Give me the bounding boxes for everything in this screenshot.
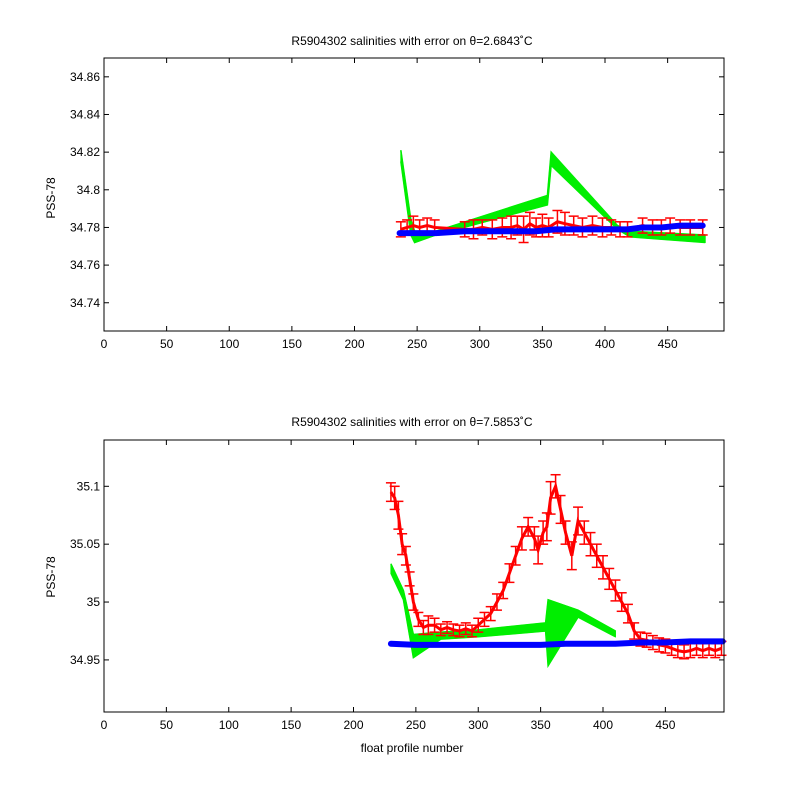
plot-top-ytick-label: 34.74: [70, 296, 100, 310]
plot-top-xtick-label: 450: [658, 337, 678, 351]
plot-bottom-xtick-label: 400: [593, 718, 613, 732]
plot-bottom-error-bar: [393, 500, 404, 530]
plot-top-ticks: 0 50 100 150 200 250 300 350 400 450 34.74 34.76 34.…: [70, 58, 724, 351]
plot-top-xtick-label: 200: [344, 337, 364, 351]
plot-bottom-error-bar: [523, 516, 534, 537]
plot-bottom-xtick-label: 250: [406, 718, 426, 732]
plot-top-ytick-label: 34.76: [70, 258, 100, 272]
plot-top-ylabel: PSS-78: [44, 177, 58, 219]
plot-top-ytick-label: 34.78: [70, 220, 100, 234]
plot-bottom-error-bar: [629, 622, 640, 640]
plot-top-fit-lower-line: [400, 161, 706, 244]
plot-bottom-error-bar: [454, 624, 465, 638]
plot-top-ytick-label: 34.84: [70, 107, 100, 121]
plot-bottom-error-bar: [579, 520, 590, 545]
plot-bottom-xtick-label: 350: [531, 718, 551, 732]
plot-top-xtick-label: 100: [219, 337, 239, 351]
plot-top-ytick-label: 34.8: [77, 183, 101, 197]
plot-bottom-error-bar: [616, 592, 627, 613]
plot-bottom-xtick-label: 100: [219, 718, 239, 732]
plot-bottom-title: R5904302 salinities with error on θ=7.58…: [291, 415, 532, 429]
plot-top-xtick-label: 0: [101, 337, 108, 351]
plot-bottom-error-bar: [491, 593, 502, 611]
plot-bottom-error-bar: [479, 611, 490, 628]
plot-bottom-calibrated-line: [387, 638, 726, 648]
plot-top-ytick-label: 34.82: [70, 145, 100, 159]
plot-bottom-ytick-label: 35.1: [77, 479, 101, 493]
plot-bottom-error-bar: [408, 593, 419, 611]
plot-bottom-error-bar: [516, 526, 527, 551]
plot-bottom-xtick-label: 300: [468, 718, 488, 732]
plot-bottom-error-bar: [413, 611, 424, 628]
plot-bottom-error-bar: [429, 617, 440, 633]
plot-bottom-marks: [385, 473, 727, 669]
plot-bottom-error-bar: [597, 554, 608, 580]
plot-bottom-error-bar: [591, 543, 602, 569]
plot-top-xtick-label: 250: [407, 337, 427, 351]
plot-bottom-error-bar: [400, 545, 411, 566]
plot-top-marks: [395, 150, 708, 244]
plot-bottom-error-bar: [435, 623, 446, 637]
plot-top-xtick-label: 50: [160, 337, 174, 351]
plot-bottom-ytick-label: 35.05: [70, 537, 100, 551]
plot-bottom-error-bar: [585, 531, 596, 557]
plot-bottom-error-bar: [448, 623, 459, 637]
plot-bottom-xlabel: float profile number: [361, 741, 464, 755]
plot-bottom-xtick-label: 50: [160, 718, 174, 732]
plot-top-calibrated-line: [396, 222, 706, 237]
plot-bottom-frame: [103, 439, 725, 713]
plot-top-frame: [103, 57, 725, 332]
plot-bottom-xtick-label: 200: [343, 718, 363, 732]
plot-bottom-error-bar: [442, 620, 453, 635]
plot-bottom-error-bar: [560, 520, 571, 545]
plot-bottom-error-bar: [473, 617, 484, 633]
plot-bottom-error-bar: [610, 579, 621, 602]
plot-bottom-error-bar: [460, 622, 471, 636]
plot-top-xtick-label: 400: [595, 337, 615, 351]
plot-bottom-error-bar: [533, 535, 544, 565]
plot-bottom: R5904302 salinities with error on θ=7.58…: [44, 415, 727, 755]
plot-bottom-ytick-label: 34.95: [70, 653, 100, 667]
plot-bottom-ytick-label: 35: [87, 595, 101, 609]
plot-bottom-error-bar: [679, 644, 690, 660]
plot-bottom-error-bar: [467, 624, 478, 638]
plot-bottom-error-bar: [404, 571, 415, 587]
plot-top-title: R5904302 salinities with error on θ=2.68…: [291, 34, 532, 48]
plot-top-xtick-label: 300: [470, 337, 490, 351]
plot-bottom-xtick-label: 150: [281, 718, 301, 732]
plot-bottom-error-bar: [555, 494, 566, 525]
plot-top-xtick-label: 350: [532, 337, 552, 351]
plot-bottom-fit-lower-line: [390, 572, 616, 669]
plot-bottom-error-bar: [573, 506, 584, 536]
plot-bottom-error-bar: [550, 473, 561, 499]
plot-top-ytick-label: 34.86: [70, 70, 100, 84]
plot-top-xtick-label: 150: [282, 337, 302, 351]
plot-bottom-xtick-label: 0: [101, 718, 108, 732]
plot-bottom-error-bar: [423, 615, 434, 636]
plot-bottom-ylabel: PSS-78: [44, 556, 58, 598]
plot-bottom-ticks: 0 50 100 150 200 250 300 350 400 450 34.95 35 35.05 3…: [70, 440, 724, 732]
plot-bottom-error-bar: [604, 567, 615, 591]
plot-bottom-error-bar: [566, 541, 577, 571]
plot-bottom-error-bar: [504, 563, 515, 584]
plot-top: R5904302 salinities with error on θ=2.68…: [44, 34, 725, 351]
plot-bottom-xtick-label: 450: [655, 718, 675, 732]
plot-bottom-error-bar: [510, 545, 521, 566]
plot-bottom-error-bar: [485, 605, 496, 622]
